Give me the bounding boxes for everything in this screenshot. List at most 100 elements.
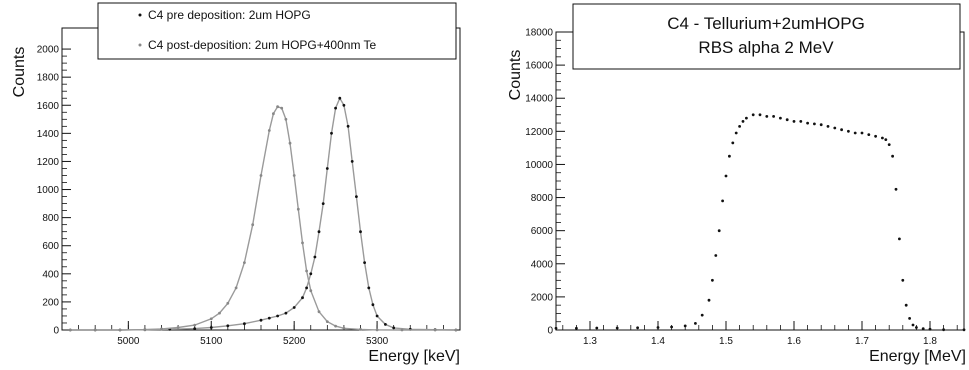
- data-point-0-1-31: [400, 328, 404, 332]
- y-tick-label-0-5: 1000: [37, 185, 60, 196]
- left-legend: C4 pre deposition: 2um HOPG C4 post-depo…: [97, 2, 457, 60]
- data-point-0-1-7: [209, 317, 213, 321]
- fit-curve-0-1: [70, 105, 456, 331]
- data-point-0-1-27: [334, 324, 337, 328]
- left-series: [68, 96, 458, 332]
- data-point-0-1-20: [292, 174, 296, 177]
- data-point-1-0-19: [738, 125, 741, 128]
- x-tick-label-0-2: 5200: [283, 336, 306, 347]
- data-point-0-1-8: [218, 311, 221, 315]
- data-point-0-0-24: [342, 103, 346, 107]
- fit-curve-0-0: [70, 96, 456, 331]
- y-tick-label-0-3: 600: [42, 241, 59, 252]
- x-tick-label-1-3: 1.6: [787, 336, 801, 347]
- x-tick-label-1-4: 1.7: [855, 336, 869, 347]
- right-chart-subtitle: RBS alpha 2 MeV: [698, 38, 834, 57]
- data-point-1-0-42: [884, 138, 888, 142]
- data-point-0-1-6: [193, 323, 197, 327]
- data-point-0-0-25: [346, 124, 350, 128]
- data-point-0-1-15: [272, 112, 275, 116]
- data-point-0-1-18: [284, 117, 288, 121]
- data-point-1-0-1: [575, 326, 578, 330]
- data-point-0-1-3: [143, 328, 147, 331]
- x-tick-label-0-0: 5000: [117, 336, 140, 347]
- right-plot-frame: [555, 31, 965, 331]
- y-tick-label-0-7: 1400: [37, 129, 60, 140]
- data-point-0-1-16: [276, 105, 279, 109]
- data-point-1-0-2: [595, 326, 599, 330]
- data-point-0-0-9: [259, 318, 263, 322]
- data-point-1-0-18: [734, 131, 738, 135]
- y-tick-label-0-6: 1200: [37, 157, 60, 168]
- data-point-0-0-18: [317, 230, 321, 234]
- data-point-1-0-46: [898, 237, 901, 241]
- data-point-1-0-24: [765, 115, 769, 118]
- data-point-0-1-19: [288, 141, 292, 145]
- data-point-0-0-13: [292, 306, 296, 309]
- data-point-0-1-12: [251, 223, 255, 227]
- data-point-0-1-30: [375, 328, 379, 332]
- data-point-1-0-34: [833, 126, 837, 130]
- data-point-1-0-7: [683, 324, 687, 328]
- y-tick-label-1-9: 18000: [525, 28, 553, 39]
- data-point-1-0-11: [711, 278, 714, 282]
- data-point-0-1-1: [93, 328, 97, 332]
- data-point-0-1-13: [259, 174, 263, 177]
- data-point-0-1-11: [243, 261, 246, 264]
- left-legend-label-pre: C4 pre deposition: 2um HOPG: [148, 8, 311, 22]
- data-point-0-0-19: [321, 202, 325, 206]
- data-point-1-0-13: [717, 229, 721, 233]
- left-axis-ticks: 0 200 400 600 800 1000 1200 1400 1600 1800 2000 500…: [37, 45, 461, 347]
- y-tick-label-1-6: 12000: [525, 127, 553, 138]
- data-point-1-0-12: [714, 254, 718, 257]
- left-y-axis-label: Counts: [11, 47, 28, 98]
- data-point-1-0-49: [908, 317, 911, 320]
- y-tick-label-0-8: 1600: [37, 101, 60, 112]
- data-point-1-0-30: [806, 121, 809, 125]
- y-tick-label-1-5: 10000: [525, 160, 553, 171]
- left-legend-box: [97, 2, 457, 60]
- y-tick-label-1-3: 6000: [531, 226, 554, 237]
- data-point-1-0-45: [894, 187, 898, 191]
- data-point-1-0-29: [799, 120, 803, 123]
- x-tick-label-1-2: 1.5: [719, 336, 733, 347]
- data-point-0-0-26: [350, 160, 354, 163]
- data-point-1-0-54: [942, 328, 945, 332]
- data-point-0-1-24: [309, 289, 313, 293]
- data-point-0-0-10: [267, 316, 271, 320]
- x-tick-label-1-1: 1.4: [651, 336, 665, 347]
- x-tick-label-0-3: 5300: [366, 336, 389, 347]
- data-point-0-1-2: [118, 328, 122, 332]
- data-point-0-0-34: [392, 326, 396, 330]
- data-point-1-0-38: [860, 131, 864, 135]
- data-point-0-0-14: [301, 296, 304, 300]
- left-legend-marker-pre: [138, 13, 142, 17]
- y-tick-label-0-1: 200: [42, 297, 59, 308]
- y-tick-label-1-4: 8000: [531, 193, 554, 204]
- left-legend-marker-post: [138, 43, 142, 47]
- data-point-1-0-10: [707, 298, 711, 302]
- data-point-0-1-22: [301, 241, 304, 245]
- data-point-1-0-40: [874, 134, 877, 138]
- y-tick-label-0-0: 0: [53, 326, 59, 337]
- data-point-1-0-48: [904, 303, 908, 307]
- data-point-0-0-28: [359, 230, 362, 234]
- data-point-0-0-30: [367, 286, 371, 290]
- data-point-0-1-21: [296, 207, 300, 211]
- data-point-0-0-5: [193, 327, 197, 330]
- x-tick-label-1-0: 1.3: [583, 336, 597, 347]
- data-point-1-0-8: [694, 322, 697, 325]
- data-point-1-0-28: [792, 120, 796, 123]
- y-tick-label-0-4: 800: [42, 213, 59, 224]
- data-point-0-1-0: [68, 328, 72, 332]
- data-point-1-0-0: [554, 326, 558, 330]
- y-tick-label-0-9: 1800: [37, 73, 60, 84]
- data-point-0-0-27: [355, 195, 358, 199]
- data-point-1-0-15: [724, 174, 728, 178]
- left-legend-label-post: C4 post-deposition: 2um HOPG+400nm Te: [148, 38, 377, 52]
- data-point-1-0-9: [700, 313, 704, 317]
- data-point-1-0-33: [826, 125, 830, 128]
- x-tick-label-1-5: 1.8: [923, 336, 937, 347]
- y-tick-label-1-2: 4000: [531, 259, 554, 270]
- data-point-0-1-23: [305, 269, 308, 273]
